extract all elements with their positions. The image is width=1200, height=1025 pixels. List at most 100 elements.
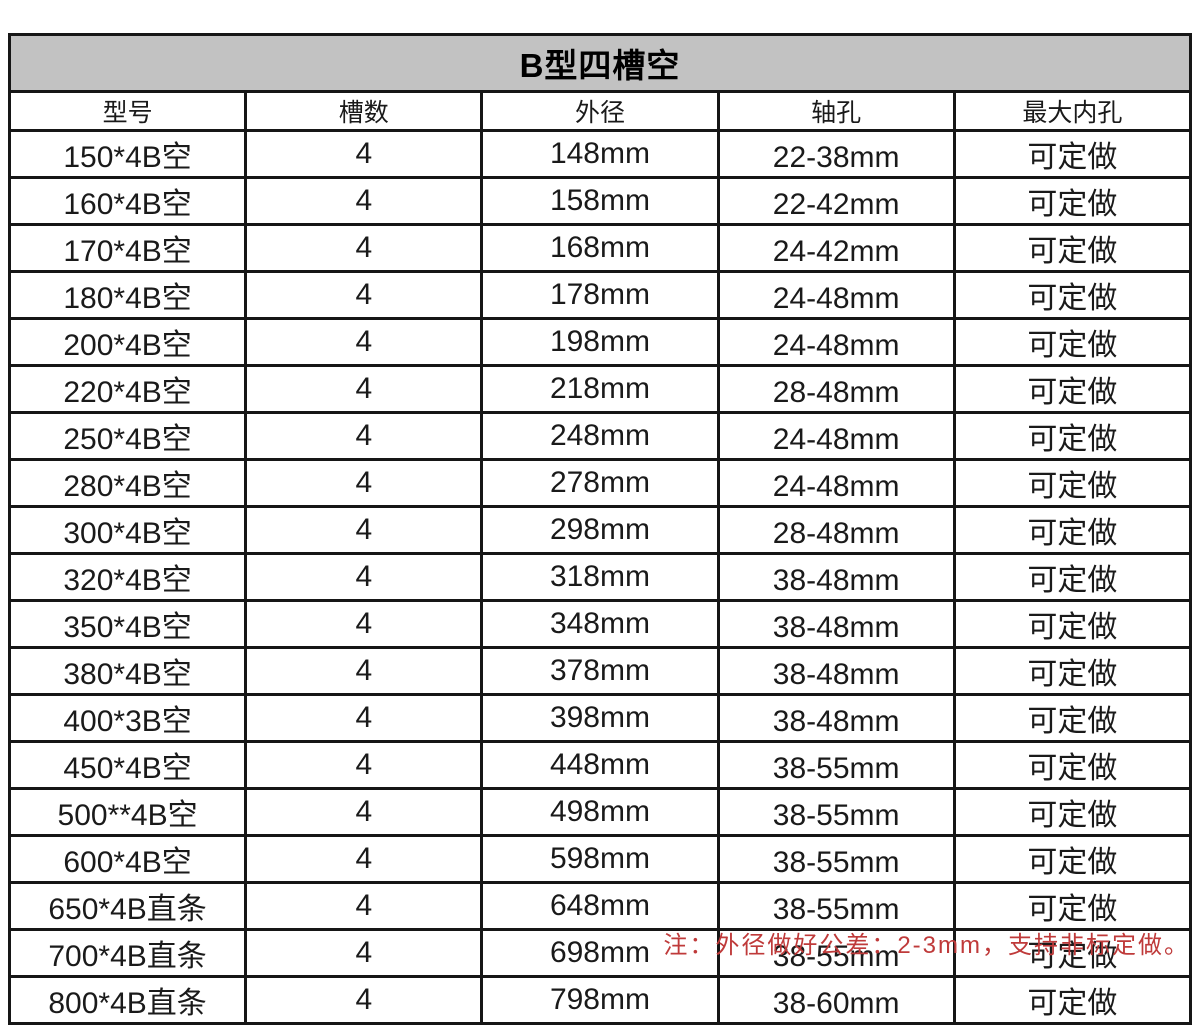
table-cell: 250*4B空 [7, 411, 248, 461]
table-cell: 298mm [480, 505, 720, 555]
table-cell: 可定做 [952, 364, 1193, 414]
table-cell: 可定做 [952, 129, 1193, 179]
table-cell: 798mm [480, 975, 720, 1025]
table-cell: 4 [244, 693, 484, 743]
table-cell: 4 [244, 740, 484, 790]
table-row: 160*4B空 4 158mm 22-42mm 可定做 [7, 176, 1193, 226]
table-row: 650*4B直条 4 648mm 38-55mm 可定做 [7, 881, 1193, 931]
table-cell: 148mm [480, 129, 720, 179]
table-row: 320*4B空 4 318mm 38-48mm 可定做 [7, 552, 1193, 602]
table-cell: 4 [244, 364, 484, 414]
table-cell: 可定做 [952, 975, 1193, 1025]
table-cell: 4 [244, 317, 484, 367]
table-cell: 4 [244, 411, 484, 461]
table-cell: 可定做 [952, 270, 1193, 320]
table-cell: 378mm [480, 646, 720, 696]
column-header: 型号 [7, 90, 248, 132]
table-row: 600*4B空 4 598mm 38-55mm 可定做 [7, 834, 1193, 884]
table-cell: 24-42mm [716, 223, 956, 273]
column-header: 槽数 [244, 90, 484, 132]
table-cell: 可定做 [952, 881, 1193, 931]
table-cell: 158mm [480, 176, 720, 226]
table-title: B型四槽空 [8, 33, 1192, 93]
table-cell: 178mm [480, 270, 720, 320]
table-cell: 可定做 [952, 411, 1193, 461]
table-cell: 4 [244, 975, 484, 1025]
table-cell: 450*4B空 [7, 740, 248, 790]
table-cell: 28-48mm [716, 364, 956, 414]
table-cell: 可定做 [952, 646, 1193, 696]
table-row: 220*4B空 4 218mm 28-48mm 可定做 [7, 364, 1193, 414]
table-cell: 38-55mm [716, 881, 956, 931]
table-row: 350*4B空 4 348mm 38-48mm 可定做 [7, 599, 1193, 649]
table-cell: 318mm [480, 552, 720, 602]
table-row: 400*3B空 4 398mm 38-48mm 可定做 [7, 693, 1193, 743]
column-header: 轴孔 [716, 90, 956, 132]
table-cell: 38-55mm [716, 834, 956, 884]
column-header: 外径 [480, 90, 720, 132]
table-cell: 350*4B空 [7, 599, 248, 649]
table-cell: 218mm [480, 364, 720, 414]
table-cell: 可定做 [952, 740, 1193, 790]
table-body: 150*4B空 4 148mm 22-38mm 可定做 160*4B空 4 158mm 22-4… [7, 129, 1193, 1025]
table-cell: 168mm [480, 223, 720, 273]
table-cell: 448mm [480, 740, 720, 790]
table-cell: 38-48mm [716, 646, 956, 696]
table-header-row: 型号 槽数 外径 轴孔 最大内孔 [7, 90, 1193, 132]
table-cell: 248mm [480, 411, 720, 461]
table-cell: 600*4B空 [7, 834, 248, 884]
table-cell: 24-48mm [716, 270, 956, 320]
spec-table: B型四槽空 型号 槽数 外径 轴孔 最大内孔 150*4B空 4 148mm 22-38mm 可… [7, 33, 1193, 1025]
table-cell: 28-48mm [716, 505, 956, 555]
table-cell: 300*4B空 [7, 505, 248, 555]
table-cell: 598mm [480, 834, 720, 884]
table-cell: 650*4B直条 [7, 881, 248, 931]
table-cell: 280*4B空 [7, 458, 248, 508]
table-cell: 4 [244, 270, 484, 320]
table-cell: 4 [244, 787, 484, 837]
table-row: 450*4B空 4 448mm 38-55mm 可定做 [7, 740, 1193, 790]
table-cell: 24-48mm [716, 411, 956, 461]
table-cell: 4 [244, 223, 484, 273]
table-cell: 24-48mm [716, 317, 956, 367]
table-row: 200*4B空 4 198mm 24-48mm 可定做 [7, 317, 1193, 367]
table-cell: 4 [244, 881, 484, 931]
table-cell: 可定做 [952, 599, 1193, 649]
table-cell: 700*4B直条 [7, 928, 248, 978]
table-cell: 278mm [480, 458, 720, 508]
table-cell: 4 [244, 834, 484, 884]
table-cell: 4 [244, 176, 484, 226]
table-cell: 170*4B空 [7, 223, 248, 273]
footer-note: 注：外径做好公差：2-3mm，支持非标定做。 [663, 932, 1190, 959]
table-cell: 38-48mm [716, 599, 956, 649]
table-cell: 498mm [480, 787, 720, 837]
table-row: 150*4B空 4 148mm 22-38mm 可定做 [7, 129, 1193, 179]
column-header: 最大内孔 [952, 90, 1193, 132]
table-cell: 380*4B空 [7, 646, 248, 696]
table-cell: 38-60mm [716, 975, 956, 1025]
table-cell: 4 [244, 552, 484, 602]
table-cell: 4 [244, 646, 484, 696]
table-cell: 22-38mm [716, 129, 956, 179]
table-row: 180*4B空 4 178mm 24-48mm 可定做 [7, 270, 1193, 320]
table-cell: 可定做 [952, 834, 1193, 884]
table-cell: 可定做 [952, 787, 1193, 837]
table-cell: 150*4B空 [7, 129, 248, 179]
table-cell: 可定做 [952, 317, 1193, 367]
table-cell: 398mm [480, 693, 720, 743]
table-cell: 可定做 [952, 458, 1193, 508]
table-cell: 38-55mm [716, 740, 956, 790]
table-cell: 可定做 [952, 176, 1193, 226]
table-cell: 648mm [480, 881, 720, 931]
table-cell: 400*3B空 [7, 693, 248, 743]
table-row: 380*4B空 4 378mm 38-48mm 可定做 [7, 646, 1193, 696]
table-row: 250*4B空 4 248mm 24-48mm 可定做 [7, 411, 1193, 461]
table-cell: 4 [244, 599, 484, 649]
table-cell: 4 [244, 458, 484, 508]
table-row: 170*4B空 4 168mm 24-42mm 可定做 [7, 223, 1193, 273]
table-cell: 200*4B空 [7, 317, 248, 367]
table-cell: 24-48mm [716, 458, 956, 508]
table-cell: 可定做 [952, 552, 1193, 602]
table-cell: 160*4B空 [7, 176, 248, 226]
table-cell: 38-48mm [716, 693, 956, 743]
